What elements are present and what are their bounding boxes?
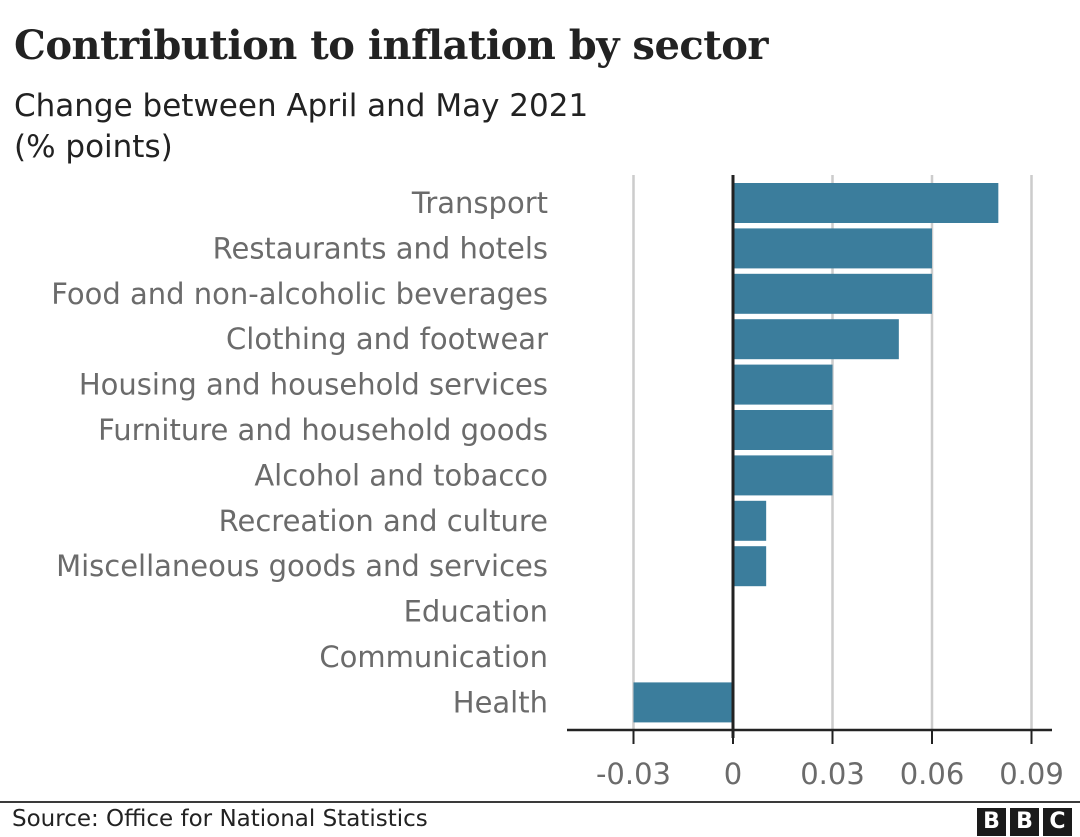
category-label: Miscellaneous goods and services [56, 549, 548, 583]
category-label: Restaurants and hotels [213, 231, 548, 265]
bar-housing-and-household-services [733, 364, 833, 405]
bar-furniture-and-household-goods [733, 410, 833, 450]
category-label: Education [404, 595, 548, 629]
category-label: Housing and household services [79, 368, 548, 402]
x-tick-label: -0.03 [596, 757, 671, 791]
x-tick-label: 0.03 [800, 757, 865, 791]
bbc-logo: B B C [977, 808, 1072, 836]
source-note: Source: Office for National Statistics [12, 806, 428, 832]
category-label: Clothing and footwear [226, 322, 548, 356]
category-label: Food and non-alcoholic beverages [51, 277, 548, 311]
bar-restaurants-and-hotels [733, 228, 932, 269]
bar-food-and-non-alcoholic-beverages [733, 273, 932, 314]
x-tick-label: 0 [724, 757, 742, 791]
bar-transport [733, 183, 999, 223]
bbc-logo-letter: B [1010, 808, 1039, 836]
x-tick-label: 0.06 [900, 757, 965, 791]
x-axis: -0.03 0 0.03 0.06 0.09 [567, 175, 1064, 791]
x-tick-label: 0.09 [999, 757, 1064, 791]
category-label: Recreation and culture [219, 504, 548, 538]
chart-subtitle: Change between April and May 2021 (% poi… [14, 86, 714, 168]
category-label: Communication [319, 640, 548, 674]
bbc-logo-letter: B [977, 808, 1006, 836]
bar-alcohol-and-tobacco [733, 455, 833, 496]
bar-miscellaneous-goods-and-services [733, 546, 767, 587]
footer-divider [0, 801, 1080, 803]
bar-chart: Transport Restaurants and hotels Food and … [51, 175, 1064, 791]
bbc-logo-letter: C [1043, 808, 1072, 836]
subtitle-line-1: Change between April and May 2021 [14, 88, 589, 124]
category-label: Transport [411, 186, 548, 220]
category-label: Furniture and household goods [98, 413, 548, 447]
bars [633, 183, 999, 723]
category-label: Health [453, 685, 548, 719]
subtitle-line-2: (% points) [14, 129, 173, 165]
bar-health [633, 682, 733, 723]
category-label: Alcohol and tobacco [254, 458, 548, 492]
category-labels: Transport Restaurants and hotels Food and … [51, 186, 548, 719]
bar-recreation-and-culture [733, 500, 767, 541]
bar-clothing-and-footwear [733, 319, 899, 360]
chart-title: Contribution to inflation by sector [14, 22, 768, 69]
